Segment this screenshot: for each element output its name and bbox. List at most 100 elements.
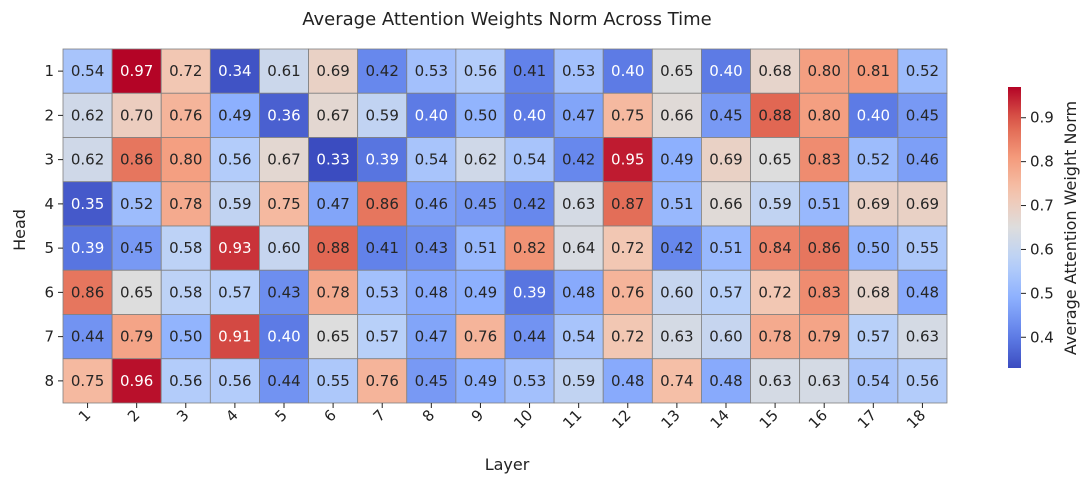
cell-value-label: 0.63 <box>562 195 595 213</box>
cell-value-label: 0.75 <box>267 195 300 213</box>
cell-value-label: 0.33 <box>316 151 349 169</box>
cell-value-label: 0.34 <box>218 62 251 80</box>
x-tick-label: 16 <box>805 406 831 432</box>
x-axis-label: Layer <box>485 455 530 474</box>
cell-value-label: 0.57 <box>218 283 251 301</box>
cell-value-label: 0.51 <box>660 195 693 213</box>
chart-title: Average Attention Weights Norm Across Ti… <box>302 9 712 30</box>
cell-value-label: 0.56 <box>169 372 202 390</box>
cell-value-label: 0.84 <box>758 239 791 257</box>
cell-value-label: 0.67 <box>316 106 349 124</box>
x-tick-label: 14 <box>707 406 733 432</box>
cell-value-label: 0.86 <box>807 239 840 257</box>
cell-value-label: 0.63 <box>807 372 840 390</box>
cell-value-label: 0.55 <box>316 372 349 390</box>
cell-value-label: 0.56 <box>218 372 251 390</box>
cell-value-label: 0.54 <box>857 372 890 390</box>
cell-value-label: 0.74 <box>660 372 693 390</box>
cell-value-label: 0.97 <box>120 62 153 80</box>
cell-value-label: 0.65 <box>120 283 153 301</box>
cell-value-label: 0.48 <box>562 283 595 301</box>
cell-value-label: 0.69 <box>316 62 349 80</box>
cell-value-label: 0.52 <box>906 62 939 80</box>
cell-value-label: 0.43 <box>267 283 300 301</box>
y-tick-label: 3 <box>44 151 54 169</box>
x-tick-label: 15 <box>756 406 782 432</box>
cell-value-label: 0.55 <box>906 239 939 257</box>
cell-value-label: 0.96 <box>120 372 153 390</box>
cell-value-label: 0.45 <box>415 372 448 390</box>
cell-value-label: 0.65 <box>316 328 349 346</box>
cell-value-label: 0.72 <box>611 239 644 257</box>
cell-value-label: 0.76 <box>611 283 644 301</box>
cell-value-label: 0.60 <box>660 283 693 301</box>
x-tick-label: 2 <box>124 406 143 425</box>
cell-value-label: 0.39 <box>366 151 399 169</box>
cell-value-label: 0.58 <box>169 283 202 301</box>
cell-value-label: 0.49 <box>464 372 497 390</box>
cell-value-label: 0.93 <box>218 239 251 257</box>
cell-value-label: 0.47 <box>316 195 349 213</box>
x-tick-label: 11 <box>559 406 585 432</box>
cell-value-label: 0.78 <box>169 195 202 213</box>
colorbar: 0.4 0.5 0.6 0.7 0.8 0.9 <box>1008 87 1054 368</box>
cell-value-label: 0.54 <box>415 151 448 169</box>
cell-value-label: 0.76 <box>169 106 202 124</box>
cell-value-label: 0.45 <box>464 195 497 213</box>
cell-value-label: 0.40 <box>857 106 890 124</box>
y-tick-label: 8 <box>44 372 54 390</box>
colorbar-tick-label: 0.4 <box>1030 328 1054 346</box>
x-tick-label: 7 <box>370 406 389 425</box>
x-axis-ticks: 1 2 3 4 5 6 7 8 9 10 11 12 13 14 15 16 17 18 <box>75 403 929 432</box>
cell-value-label: 0.63 <box>758 372 791 390</box>
cell-value-label: 0.50 <box>857 239 890 257</box>
cell-value-label: 0.40 <box>611 62 644 80</box>
x-tick-label: 8 <box>419 406 438 425</box>
cell-value-label: 0.60 <box>709 328 742 346</box>
cell-value-label: 0.65 <box>660 62 693 80</box>
y-tick-label: 6 <box>44 283 54 301</box>
cell-value-label: 0.80 <box>807 106 840 124</box>
x-tick-label: 17 <box>854 406 880 432</box>
x-tick-label: 9 <box>468 406 487 425</box>
cell-value-label: 0.58 <box>169 239 202 257</box>
colorbar-tick-label: 0.5 <box>1030 284 1054 302</box>
cell-value-label: 0.59 <box>758 195 791 213</box>
cell-value-label: 0.72 <box>169 62 202 80</box>
cell-value-label: 0.45 <box>120 239 153 257</box>
x-tick-label: 6 <box>320 406 339 425</box>
cell-value-label: 0.54 <box>562 328 595 346</box>
cell-value-label: 0.59 <box>562 372 595 390</box>
cell-value-label: 0.66 <box>660 106 693 124</box>
cell-value-label: 0.40 <box>267 328 300 346</box>
cell-value-label: 0.42 <box>562 151 595 169</box>
x-tick-label: 13 <box>657 406 683 432</box>
cell-value-label: 0.62 <box>71 151 104 169</box>
cell-value-label: 0.80 <box>807 62 840 80</box>
cell-value-label: 0.50 <box>169 328 202 346</box>
cell-value-label: 0.46 <box>415 195 448 213</box>
cell-value-label: 0.81 <box>857 62 890 80</box>
y-axis-label: Head <box>10 209 29 251</box>
x-tick-label: 3 <box>173 406 192 425</box>
cell-value-label: 0.83 <box>807 151 840 169</box>
cell-value-label: 0.69 <box>857 195 890 213</box>
y-tick-label: 5 <box>44 239 54 257</box>
cell-value-label: 0.57 <box>366 328 399 346</box>
cell-value-label: 0.45 <box>906 106 939 124</box>
cell-value-label: 0.62 <box>464 151 497 169</box>
cell-value-label: 0.42 <box>513 195 546 213</box>
cell-value-label: 0.49 <box>464 283 497 301</box>
colorbar-tick-label: 0.7 <box>1030 197 1054 215</box>
cell-value-label: 0.52 <box>120 195 153 213</box>
cell-value-label: 0.82 <box>513 239 546 257</box>
cell-value-label: 0.56 <box>218 151 251 169</box>
cell-value-label: 0.86 <box>366 195 399 213</box>
cell-value-label: 0.44 <box>513 328 546 346</box>
cell-value-label: 0.42 <box>660 239 693 257</box>
cell-value-label: 0.78 <box>316 283 349 301</box>
cell-value-label: 0.54 <box>513 151 546 169</box>
y-tick-label: 4 <box>44 195 54 213</box>
cell-value-label: 0.48 <box>611 372 644 390</box>
